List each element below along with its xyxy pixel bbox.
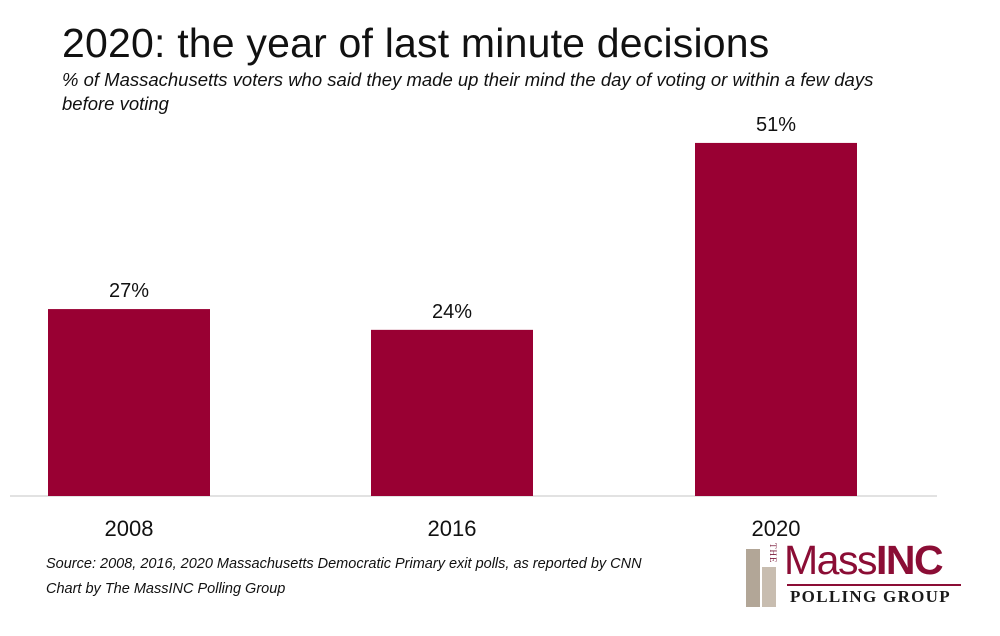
x-tick-label-2020: 2020 xyxy=(752,516,801,541)
logo-rule xyxy=(787,584,961,586)
logo-subtitle: POLLING GROUP xyxy=(790,587,951,606)
logo-block-tall xyxy=(746,549,760,607)
massinc-logo: THE MassINC POLLING GROUP xyxy=(744,537,964,611)
logo-brand-name: MassINC xyxy=(784,535,944,585)
source-note: Source: 2008, 2016, 2020 Massachusetts D… xyxy=(46,552,642,602)
source-line: Source: 2008, 2016, 2020 Massachusetts D… xyxy=(46,556,642,572)
bar-2016 xyxy=(371,329,533,496)
bar-2008 xyxy=(48,309,210,496)
bar-2020 xyxy=(695,142,857,496)
chart-subtitle: % of Massachusetts voters who said they … xyxy=(62,69,874,114)
data-label-2016: 24% xyxy=(432,301,472,323)
logo-block-short xyxy=(762,567,776,607)
credit-line: Chart by The MassINC Polling Group xyxy=(46,581,286,597)
data-label-2020: 51% xyxy=(756,114,796,136)
chart-title: 2020: the year of last minute decisions xyxy=(62,20,770,66)
data-label-2008: 27% xyxy=(109,280,149,302)
logo-brand-inc: INC xyxy=(875,537,944,583)
logo-brand-mass: Mass xyxy=(784,537,877,583)
logo-the-text: THE xyxy=(768,543,778,564)
x-tick-label-2008: 2008 xyxy=(105,516,154,541)
x-tick-label-2016: 2016 xyxy=(428,516,477,541)
